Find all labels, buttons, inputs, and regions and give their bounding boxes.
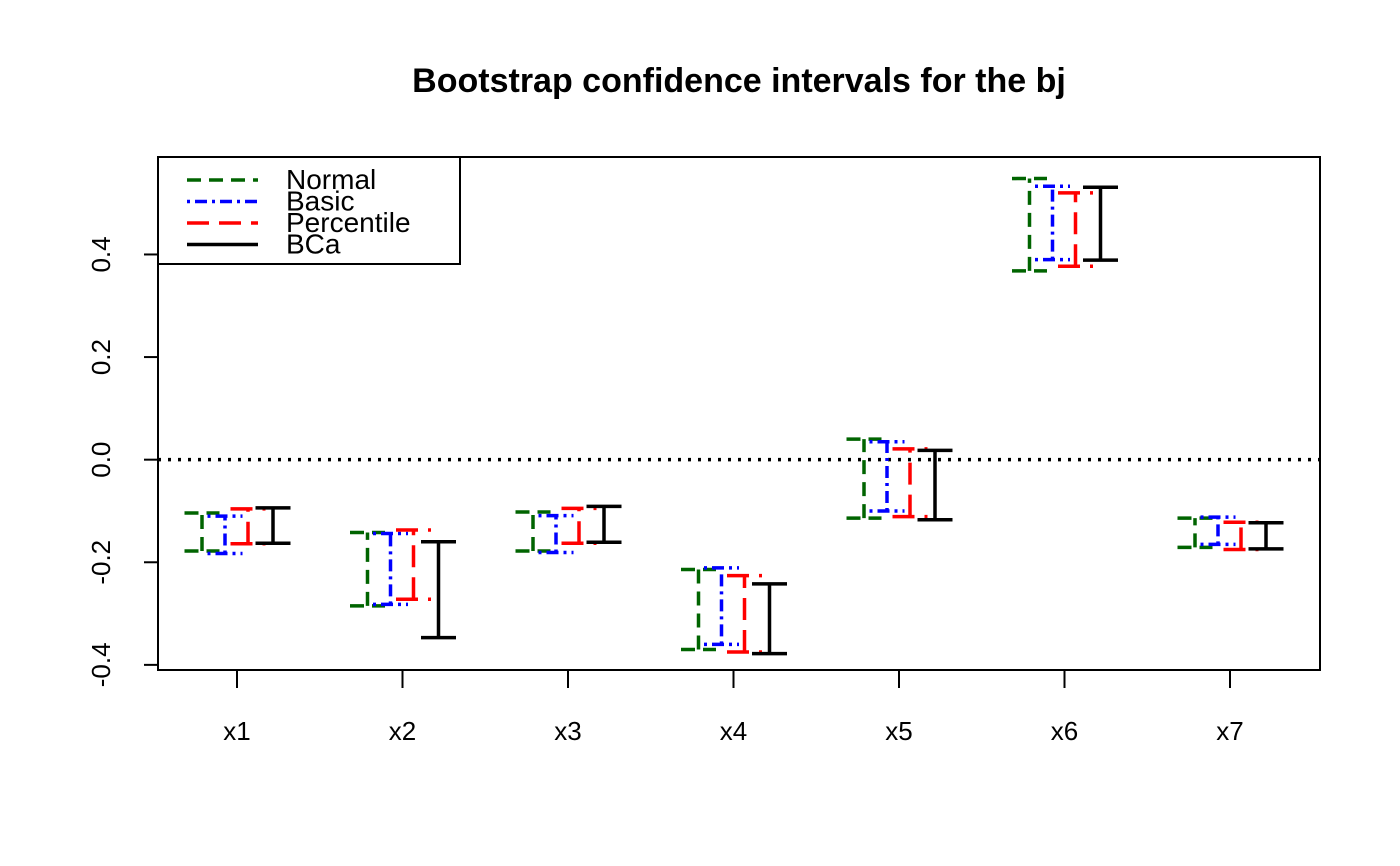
y-tick-label: -0.4 (86, 642, 116, 687)
interval-bar (704, 566, 739, 647)
interval-bar (1012, 176, 1047, 273)
interval-bar (727, 573, 762, 654)
interval-bar (207, 514, 243, 556)
interval-bar (1035, 184, 1070, 262)
interval-bar (350, 530, 385, 608)
interval-bar (681, 567, 716, 652)
interval-bar (917, 448, 953, 522)
interval-bar (1083, 185, 1118, 262)
interval-bar (846, 437, 882, 520)
interval-bar (421, 540, 456, 640)
series-basic (207, 184, 1236, 647)
x-tick-label: x2 (389, 716, 416, 746)
y-tick-label: 0.4 (86, 236, 116, 272)
interval-bar (515, 510, 551, 553)
interval-bar (1200, 515, 1236, 547)
series-normal (184, 176, 1213, 652)
x-tick-label: x7 (1216, 716, 1243, 746)
interval-bar (1058, 191, 1093, 269)
interval-bar (255, 506, 291, 546)
interval-bar (538, 513, 574, 555)
y-tick-label: 0.0 (86, 442, 116, 478)
x-axis: x1 x2 x3 x4 x5 x6 x7 (223, 670, 1244, 746)
x-tick-label: x6 (1051, 716, 1078, 746)
y-tick-label: -0.2 (86, 540, 116, 585)
y-axis: -0.4 -0.2 0.0 0.2 0.4 (86, 236, 158, 687)
x-tick-label: x3 (554, 716, 581, 746)
plot-frame (157, 156, 1321, 671)
legend-label: Percentile (286, 207, 411, 238)
interval-bar (1177, 516, 1213, 550)
legend-label: Normal (286, 164, 376, 195)
interval-bars (184, 176, 1284, 656)
interval-bar (1223, 520, 1259, 552)
interval-bar (1248, 521, 1284, 551)
legend-label: BCa (286, 229, 341, 260)
interval-bar (561, 506, 597, 546)
x-tick-label: x4 (720, 716, 747, 746)
series-bca (255, 185, 1284, 656)
interval-bar (184, 511, 220, 553)
interval-bar (373, 531, 408, 607)
interval-bar (586, 504, 622, 545)
series-percentile (230, 191, 1259, 654)
x-tick-label: x5 (885, 716, 912, 746)
chart-title: Bootstrap confidence intervals for the b… (412, 62, 1066, 100)
interval-bar (230, 507, 266, 546)
interval-bar (892, 447, 928, 519)
interval-bar (869, 439, 905, 513)
interval-bar (752, 582, 787, 656)
interval-bar (396, 528, 431, 601)
legend-label: Basic (286, 186, 354, 217)
x-tick-label: x1 (223, 716, 250, 746)
y-tick-label: 0.2 (86, 339, 116, 375)
